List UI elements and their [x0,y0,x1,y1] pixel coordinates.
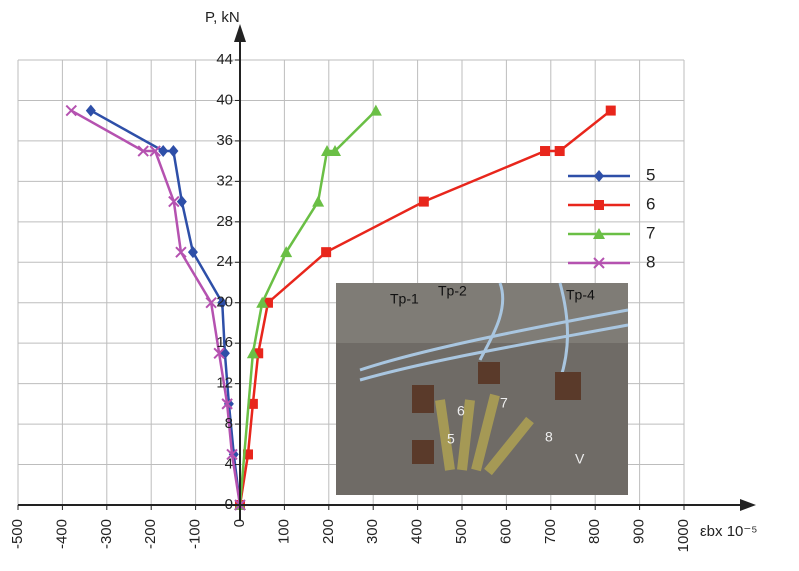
marker [253,348,264,359]
series-line [70,109,242,506]
y-tick-label: 28 [216,213,233,230]
marker [594,170,604,182]
marker [175,246,187,258]
x-tick-label: 900 [631,519,648,544]
y-tick-label: 8 [225,415,233,432]
x-tick-label: 800 [586,519,603,544]
photo-clamp [555,372,581,400]
series-line [238,109,612,506]
marker [329,145,342,157]
x-tick-label: -200 [142,519,159,549]
photo-label: Tp-2 [438,283,467,299]
photo-label: 5 [447,431,455,447]
marker [176,195,187,208]
x-tick-label: -100 [187,519,204,549]
x-axis-label: εbx 10⁻⁵ [700,523,758,540]
y-tick-label: 20 [216,294,233,311]
y-tick-label: 4 [225,456,233,473]
photo-clamp [478,362,500,384]
marker [418,196,429,207]
marker [593,228,605,239]
marker [213,347,225,360]
x-tick-label: -400 [53,519,70,549]
y-tick-label: 24 [216,253,233,270]
marker [226,448,238,461]
marker [168,145,179,158]
marker [256,296,269,308]
marker [217,296,228,309]
marker [187,246,198,259]
photo-label: 6 [457,403,465,419]
marker [262,297,273,308]
legend-label: 5 [646,165,655,184]
series-line [90,109,242,506]
photo-gauges [435,393,534,476]
photo [336,282,629,495]
marker [605,105,616,116]
legend-label: 7 [646,223,655,242]
marker [168,195,180,208]
x-tick-label: 0 [231,519,248,527]
marker [321,145,334,157]
y-axis-label: P, kN [205,9,240,26]
photo-label: 8 [545,429,553,445]
photo-clamp [412,385,434,413]
photo-label: 7 [500,395,508,411]
x-tick-label: 100 [275,519,292,544]
marker [246,347,259,359]
marker [594,200,604,210]
y-tick-label: 12 [216,375,233,392]
x-tick-label: 600 [497,519,514,544]
marker [312,195,325,207]
x-axis-arrow [740,499,756,511]
x-tick-label: 1000 [675,519,692,552]
x-tick-label: 200 [320,519,337,544]
marker [149,145,161,157]
y-tick-label: 36 [216,132,233,149]
marker [65,104,77,117]
y-tick-label: 44 [216,51,233,68]
x-tick-label: 400 [409,519,426,544]
marker [554,146,565,157]
photo-label: Tp-1 [390,291,419,307]
marker [321,247,332,258]
marker [221,398,233,410]
marker [242,449,253,460]
plot-area [65,104,616,511]
marker [205,297,217,309]
y-axis-arrow [234,24,246,42]
marker [593,257,605,269]
marker [247,398,258,409]
y-tick-label: 16 [216,334,233,351]
x-tick-label: 700 [542,519,559,544]
x-tick-label: -500 [9,519,26,549]
photo-wires [359,282,629,382]
photo-label: Tp-4 [566,287,595,303]
y-tick-label: 32 [216,172,233,189]
photo-clamp [412,440,434,464]
x-tick-label: 300 [364,519,381,544]
legend-label: 6 [646,194,655,213]
marker [137,145,149,157]
marker [280,246,293,258]
marker [540,146,551,157]
y-tick-label: 40 [216,91,233,108]
photo-label: V [575,451,585,467]
marker [85,104,96,117]
legend-label: 8 [646,252,655,271]
x-tick-label: -300 [98,519,115,549]
marker [369,104,382,116]
marker [158,145,169,158]
x-tick-label: 500 [453,519,470,544]
